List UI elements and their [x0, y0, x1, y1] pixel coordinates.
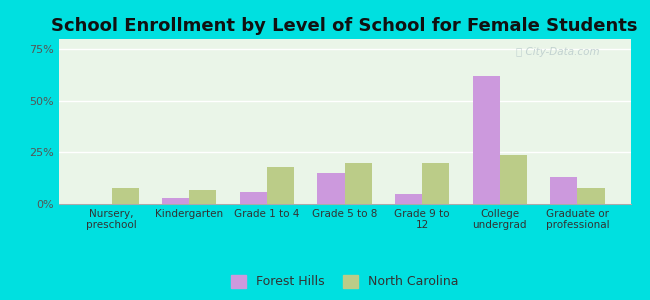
Bar — [395, 194, 422, 204]
Bar — [189, 190, 216, 204]
Bar — [422, 163, 449, 204]
Bar — [112, 188, 139, 204]
Legend: Forest Hills, North Carolina: Forest Hills, North Carolina — [226, 270, 463, 293]
Bar — [240, 192, 267, 204]
Bar — [317, 173, 344, 204]
Bar — [344, 163, 372, 204]
Bar — [267, 167, 294, 204]
Bar — [577, 188, 605, 204]
Text: ⓘ City-Data.com: ⓘ City-Data.com — [516, 47, 600, 57]
Title: School Enrollment by Level of School for Female Students: School Enrollment by Level of School for… — [51, 17, 638, 35]
Bar — [473, 76, 500, 204]
Bar — [162, 198, 189, 204]
Bar — [500, 154, 527, 204]
Bar — [550, 177, 577, 204]
